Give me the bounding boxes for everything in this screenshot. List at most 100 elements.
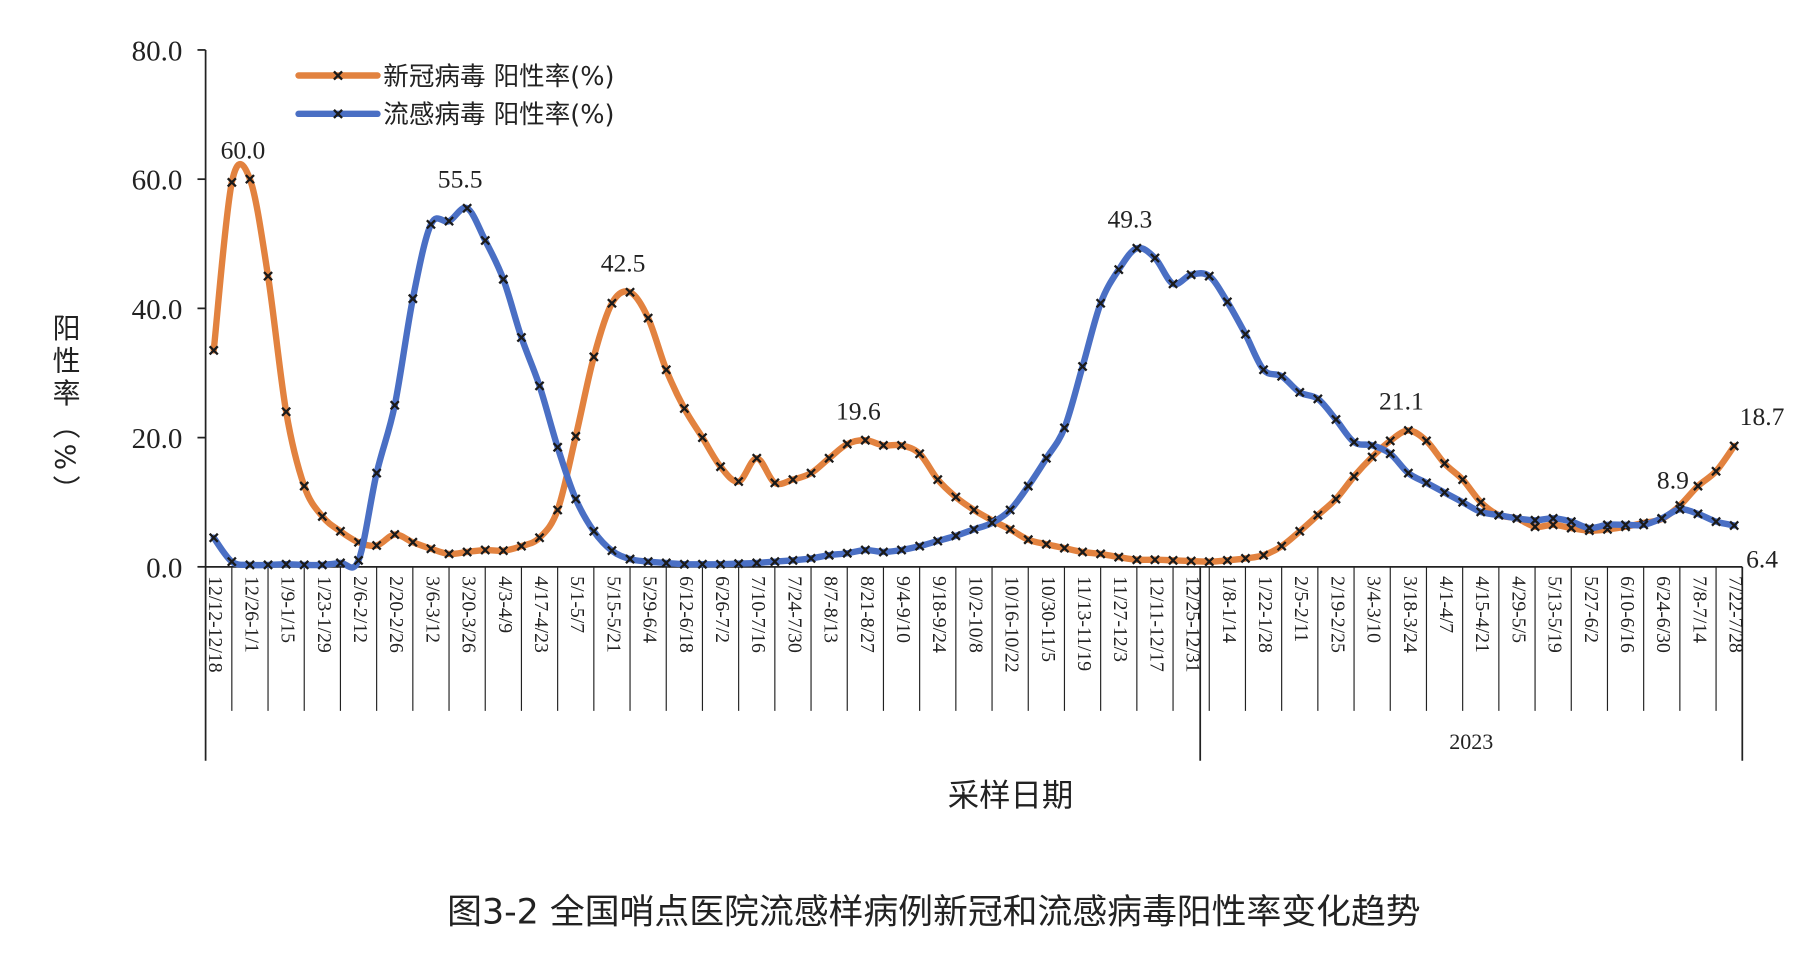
point-marker xyxy=(914,448,925,459)
point-marker xyxy=(1276,371,1287,382)
data-label: 42.5 xyxy=(601,248,646,277)
data-label: 6.4 xyxy=(1746,544,1778,573)
y-tick-label: 20.0 xyxy=(132,423,183,455)
point-marker xyxy=(1204,271,1215,281)
point-marker xyxy=(371,540,382,551)
point-marker xyxy=(697,432,708,443)
data-label: 21.1 xyxy=(1379,387,1424,416)
point-marker xyxy=(1222,555,1233,566)
point-marker xyxy=(1403,425,1414,436)
point-marker xyxy=(1711,466,1721,477)
point-marker xyxy=(426,219,436,230)
point-marker xyxy=(769,477,780,488)
point-marker xyxy=(1385,435,1396,446)
point-marker xyxy=(1077,547,1088,557)
point-marker xyxy=(1693,508,1703,519)
point-marker xyxy=(1276,541,1287,552)
point-marker xyxy=(1186,269,1197,280)
point-marker xyxy=(1294,387,1305,398)
x-tick-label: 5/27-6/2 xyxy=(1580,576,1602,643)
point-marker xyxy=(1457,497,1468,508)
point-marker xyxy=(1331,414,1341,425)
x-tick-label: 12/12-12/18 xyxy=(204,576,226,673)
x-tick-label: 8/21-8/27 xyxy=(856,576,878,653)
point-marker xyxy=(570,494,581,504)
point-marker xyxy=(1222,297,1233,307)
point-marker xyxy=(570,431,581,442)
point-marker xyxy=(1258,550,1269,561)
point-marker xyxy=(1421,477,1432,488)
x-tick-label: 3/6-3/12 xyxy=(421,576,443,643)
x-tick-label: 5/13-5/19 xyxy=(1544,576,1566,653)
point-marker xyxy=(281,559,292,570)
point-marker xyxy=(1150,554,1160,565)
point-marker xyxy=(1331,494,1341,504)
point-marker xyxy=(498,274,509,285)
point-marker xyxy=(1530,515,1540,526)
point-marker xyxy=(1439,487,1450,498)
point-marker xyxy=(1113,552,1124,563)
x-tick-label: 8/7-8/13 xyxy=(820,576,842,643)
point-marker xyxy=(552,442,563,453)
point-marker xyxy=(1131,243,1142,254)
point-marker xyxy=(607,298,617,309)
point-marker xyxy=(1493,510,1504,521)
point-marker xyxy=(1294,526,1305,537)
point-marker xyxy=(914,541,925,552)
point-marker xyxy=(1729,520,1740,531)
year-label: 2023 xyxy=(1449,729,1493,754)
point-marker xyxy=(1059,543,1070,553)
point-marker xyxy=(1475,497,1486,508)
point-marker xyxy=(806,468,816,479)
point-marker xyxy=(1566,516,1577,527)
x-tick-label: 4/17-4/23 xyxy=(530,576,552,653)
x-tick-label: 10/16-10/22 xyxy=(1001,576,1023,672)
x-tick-label: 3/4-3/10 xyxy=(1363,576,1385,643)
point-marker xyxy=(1005,505,1016,515)
x-tick-label: 2/6-2/12 xyxy=(349,576,371,643)
point-marker xyxy=(1674,504,1685,515)
x-tick-label: 9/4-9/10 xyxy=(892,576,914,643)
point-marker xyxy=(245,174,255,185)
point-marker xyxy=(969,505,979,515)
x-tick-label: 4/3-4/9 xyxy=(494,576,516,633)
point-marker xyxy=(643,556,654,567)
data-label: 8.9 xyxy=(1657,465,1689,494)
x-tick-label: 12/25-12/31 xyxy=(1182,576,1204,672)
x-tick-label: 5/29-6/4 xyxy=(639,576,661,643)
point-marker xyxy=(715,461,726,472)
point-marker xyxy=(588,351,599,362)
legend-marker xyxy=(333,70,343,81)
point-marker xyxy=(1367,440,1378,451)
point-marker xyxy=(1620,519,1631,530)
point-marker xyxy=(480,235,491,246)
legend-marker xyxy=(333,108,343,119)
point-marker xyxy=(335,558,346,568)
point-marker xyxy=(1638,519,1649,530)
point-marker xyxy=(950,530,961,541)
x-tick-label: 3/20-3/26 xyxy=(458,576,480,653)
point-marker xyxy=(733,558,744,569)
point-marker xyxy=(1385,448,1396,459)
x-tick-label: 4/1-4/7 xyxy=(1435,576,1457,633)
point-marker xyxy=(932,474,943,485)
point-marker xyxy=(969,524,979,535)
x-tick-label: 7/10-7/16 xyxy=(747,576,769,653)
x-tick-label: 7/24-7/30 xyxy=(783,576,805,653)
data-label: 19.6 xyxy=(836,396,881,425)
point-marker xyxy=(679,403,690,414)
point-marker xyxy=(769,556,780,567)
point-marker xyxy=(534,532,545,543)
point-marker xyxy=(1693,481,1703,491)
point-marker xyxy=(1349,437,1359,448)
point-marker xyxy=(516,541,527,552)
point-marker xyxy=(842,439,853,449)
point-marker xyxy=(715,559,726,570)
point-marker xyxy=(1041,539,1052,550)
x-tick-label: 6/12-6/18 xyxy=(675,576,697,653)
point-marker xyxy=(371,468,382,479)
point-marker xyxy=(299,559,310,570)
point-marker xyxy=(950,492,961,502)
point-marker xyxy=(788,555,798,566)
